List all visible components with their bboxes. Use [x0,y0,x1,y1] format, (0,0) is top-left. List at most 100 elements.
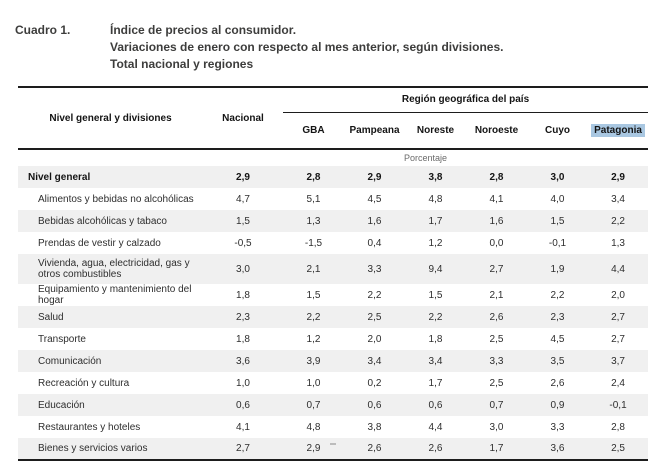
row-label: Restaurantes y hoteles [38,421,141,433]
value-cell: 2,6 [405,438,466,460]
value-cell: 4,8 [306,421,321,433]
caption-title-line-2: Variaciones de enero con respecto al mes… [110,40,504,54]
value-cell: 0,6 [203,394,283,416]
value-cell: 4,0 [550,193,565,205]
value-cell: 2,7 [203,438,283,460]
value-cell: 1,8 [236,333,250,345]
value-cell: 3,3 [466,350,527,372]
value-cell: 2,2 [550,289,565,301]
row-label: Salud [18,306,203,328]
col-header-region-group: Región geográfica del país [283,87,649,113]
selected-text-patagonia[interactable]: Patagonia [591,123,645,137]
col-header-gba: GBA [302,124,325,136]
row-label: Comunicación [18,350,203,372]
value-cell: 1,3 [611,237,625,249]
value-cell: 2,2 [405,306,466,328]
value-cell: 3,3 [550,421,565,433]
value-cell: 2,3 [203,306,283,328]
value-cell: 0,0 [489,237,504,249]
value-cell: 1,7 [428,377,443,389]
value-cell: 2,9 [203,166,283,188]
table-row: Equipamiento y mantenimiento del hogar 1,… [18,284,648,306]
table-row: Educación 0,6 0,7 0,6 0,6 0,7 0,9 -0,1 [18,394,649,416]
table-row: Vivienda, agua, electricidad, gas y otro… [18,254,649,284]
value-cell: 3,0 [203,254,283,284]
value-cell: 4,5 [367,193,382,205]
row-label: Vivienda, agua, electricidad, gas y otro… [18,254,203,284]
value-cell: 1,5 [527,210,588,232]
value-cell: 0,6 [344,394,405,416]
value-cell: 2,6 [466,306,527,328]
caption-title-line-1: Índice de precios al consumidor. [110,23,297,37]
value-cell: 2,9 [344,166,405,188]
value-cell: 3,6 [203,350,283,372]
value-cell: 1,2 [428,237,443,249]
row-label: Transporte [38,333,86,345]
value-cell: 0,7 [466,394,527,416]
value-cell: 2,2 [367,289,382,301]
value-cell: 3,9 [283,350,344,372]
table-caption: Cuadro 1. Índice de precios al consumido… [0,0,660,73]
value-cell: 2,9 [283,438,344,460]
value-cell: 2,7 [588,306,649,328]
col-header-divisions: Nivel general y divisiones [49,112,172,124]
table-row: Recreación y cultura 1,0 1,0 0,2 1,7 2,5 2,6 2,… [18,372,648,394]
row-label: Alimentos y bebidas no alcohólicas [38,193,194,205]
value-cell: 0,2 [367,377,382,389]
value-cell: 3,4 [344,350,405,372]
value-cell: 1,9 [527,254,588,284]
value-cell: 2,9 [588,166,649,188]
table-row: Comunicación 3,6 3,9 3,4 3,4 3,3 3,5 3,7 [18,350,649,372]
value-cell: -0,5 [234,237,252,249]
value-cell: 3,0 [527,166,588,188]
value-cell: 4,1 [489,193,504,205]
value-cell: 1,5 [306,289,321,301]
value-cell: 1,6 [344,210,405,232]
value-cell: 3,8 [367,421,382,433]
value-cell: 2,0 [367,333,382,345]
value-cell: 1,3 [283,210,344,232]
row-label: Prendas de vestir y calzado [38,237,161,249]
unit-row-spacer [18,148,203,166]
value-cell: 2,5 [489,333,504,345]
value-cell: 1,7 [466,438,527,460]
col-header-cuyo: Cuyo [545,124,570,136]
value-cell: 1,8 [428,333,443,345]
value-cell: 2,6 [344,438,405,460]
value-cell: 2,8 [283,166,344,188]
clipped-footnote-fragment [330,443,336,445]
value-cell: 2,8 [611,421,625,433]
table-header: Nivel general y divisiones Nacional Regi… [18,87,649,166]
value-cell: 3,6 [527,438,588,460]
value-cell: -0,1 [588,394,649,416]
value-cell: 2,5 [588,438,649,460]
value-cell: 2,1 [283,254,344,284]
value-cell: 1,0 [236,377,250,389]
value-cell: 1,7 [405,210,466,232]
value-cell: 2,2 [588,210,649,232]
table-row: Nivel general 2,9 2,8 2,9 3,8 2,8 3,0 2,9 [18,166,649,188]
value-cell: 3,8 [405,166,466,188]
value-cell: 2,5 [489,377,504,389]
value-cell: 2,7 [611,333,625,345]
value-cell: 3,5 [527,350,588,372]
value-cell: 4,1 [236,421,250,433]
value-cell: 4,4 [588,254,649,284]
value-cell: 1,0 [306,377,321,389]
col-header-patagonia: Patagonia [588,112,648,149]
row-label: Equipamiento y mantenimiento del hogar [38,284,192,306]
table-row: Alimentos y bebidas no alcohólicas 4,7 5,1… [18,188,648,210]
col-header-pampeana: Pampeana [349,124,400,136]
value-cell: -0,1 [548,237,567,249]
value-cell: 4,8 [428,193,443,205]
row-label: Educación [18,394,203,416]
table-row: Bienes y servicios varios 2,7 2,9 2,6 2,6 1,7… [18,438,649,460]
table-row: Restaurantes y hoteles 4,1 4,8 3,8 4,4 3,0 3,3… [18,416,648,438]
value-cell: 4,5 [550,333,565,345]
value-cell: 2,2 [283,306,344,328]
row-label: Bienes y servicios varios [18,438,203,460]
value-cell: 1,8 [236,289,250,301]
col-header-noroeste: Noroeste [474,124,519,136]
value-cell: 4,7 [236,193,250,205]
value-cell: 3,4 [405,350,466,372]
